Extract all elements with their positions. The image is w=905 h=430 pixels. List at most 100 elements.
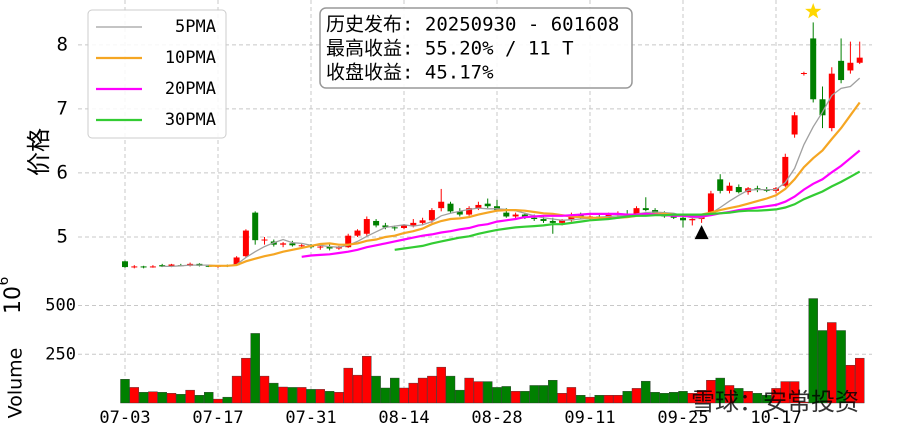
volume-bar [492, 387, 502, 404]
y-tick-label: 5 [57, 225, 68, 247]
legend: 5PMA 10PMA 20PMA 30PMA [87, 9, 227, 139]
volume-bar [259, 375, 270, 404]
volume-bar [538, 385, 549, 404]
candle-body [289, 243, 296, 246]
info-line: 历史发布: 20250930 - 601608 [326, 14, 619, 36]
x-tick-label: 07-03 [99, 408, 150, 428]
volume-bar [724, 385, 735, 404]
x-tick-label: 08-28 [471, 408, 522, 428]
candle-body [326, 246, 333, 249]
volume-bar [436, 366, 446, 404]
volume-bar [194, 395, 205, 404]
volume-bar [780, 381, 790, 404]
volume-bar [241, 357, 251, 404]
volume-bar [362, 356, 372, 404]
candle-body [252, 212, 259, 241]
volume-bar [855, 357, 865, 404]
volume-bar [297, 387, 307, 404]
volume-bar [650, 392, 660, 404]
candle-body [810, 38, 817, 100]
y-axis-label: 价格 [25, 128, 53, 176]
candle-body [559, 220, 566, 223]
candle-body [140, 266, 147, 268]
candle-body [438, 201, 445, 209]
candle-body [447, 203, 454, 212]
volume-bar [408, 382, 418, 404]
x-tick-label: 07-17 [192, 408, 243, 428]
candle-body [782, 156, 789, 186]
volume-bar [817, 330, 828, 404]
ma-line [208, 101, 861, 267]
volume-axis-label: Volume [5, 348, 27, 419]
volume-bar [529, 385, 539, 404]
candle-body [735, 187, 742, 193]
candle-body [531, 217, 538, 220]
volume-scale-base: 10 [1, 286, 26, 314]
candle-body [456, 211, 463, 215]
volume-bar [455, 389, 465, 404]
volume-tick-label: 500 [45, 296, 76, 316]
volume-bar [287, 387, 298, 404]
volume-bar [678, 391, 688, 404]
x-tick-label: 10-17 [750, 408, 801, 428]
volume-bar [380, 387, 391, 404]
volume-bar [762, 395, 772, 404]
candle-body [317, 246, 324, 248]
y-tick-label: 7 [57, 97, 68, 119]
candle-body [354, 230, 361, 236]
candle-body [856, 57, 863, 63]
volume-bar [808, 298, 818, 404]
candle-body [717, 179, 724, 191]
volume-bar [427, 375, 437, 404]
candle-body [726, 185, 733, 191]
candle-body [242, 230, 249, 257]
volume-bar [250, 333, 260, 404]
legend-label: 10PMA [165, 48, 216, 68]
candle-body [391, 227, 398, 229]
candle-body [401, 225, 407, 228]
candle-body [642, 208, 649, 211]
volume-bar [203, 392, 214, 404]
candle-body [131, 266, 138, 268]
candle-body [382, 225, 389, 228]
volume-bar [715, 377, 725, 404]
candle-body [428, 210, 435, 221]
volume-bar [659, 393, 670, 404]
volume-bar [278, 386, 288, 404]
volume-bar [566, 387, 577, 404]
volume-bar [613, 395, 623, 404]
marker-star [805, 3, 822, 19]
candle-body [149, 266, 156, 268]
candle-body [363, 219, 370, 234]
volume-bar [148, 391, 158, 404]
volume-bar [185, 389, 195, 404]
volume-bar [315, 389, 325, 404]
candle-body [800, 73, 807, 75]
x-tick-label: 08-14 [378, 408, 429, 428]
volume-bar [483, 381, 493, 404]
candle-body [549, 220, 556, 223]
x-tick-label: 09-11 [564, 408, 615, 428]
candle-body [261, 239, 268, 241]
candle-body [819, 99, 826, 116]
volume-bar [594, 395, 604, 404]
candle-body [540, 219, 547, 221]
candle-body [280, 243, 287, 245]
volume-bar [752, 393, 763, 404]
volume-bar [120, 379, 130, 404]
volume-bar [213, 398, 223, 404]
candle-body [168, 264, 175, 267]
candle-body [838, 60, 845, 81]
volume-bar [510, 391, 521, 404]
volume-scale-exponent: 6 [0, 276, 12, 285]
candle-body [466, 208, 473, 215]
volume-bar [799, 401, 809, 404]
candle-body [512, 214, 519, 217]
volume-bar [176, 394, 186, 404]
volume-bar [334, 392, 344, 404]
volume-bar [324, 391, 335, 404]
volume-bar [269, 382, 279, 404]
x-tick-label: 07-31 [285, 408, 336, 428]
candle-body [410, 222, 417, 226]
